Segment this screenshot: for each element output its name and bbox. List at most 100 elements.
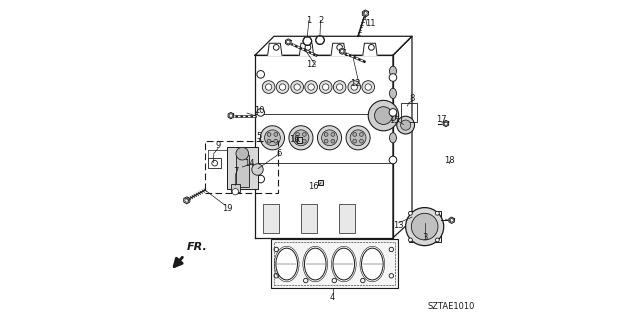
Text: 12: 12 xyxy=(306,60,316,69)
Bar xyxy=(236,155,248,187)
Circle shape xyxy=(266,84,272,90)
Circle shape xyxy=(406,208,444,246)
Circle shape xyxy=(294,84,300,90)
Bar xyxy=(301,204,317,233)
Text: 15: 15 xyxy=(389,116,400,125)
Circle shape xyxy=(365,84,371,90)
Ellipse shape xyxy=(305,248,326,280)
Circle shape xyxy=(276,81,289,93)
Circle shape xyxy=(389,108,397,116)
Circle shape xyxy=(293,130,309,146)
Ellipse shape xyxy=(362,248,383,280)
Polygon shape xyxy=(184,197,190,204)
Text: 16: 16 xyxy=(308,182,319,191)
Circle shape xyxy=(264,130,280,146)
Polygon shape xyxy=(443,120,449,127)
Text: SZTAE1010: SZTAE1010 xyxy=(428,302,475,311)
Circle shape xyxy=(435,238,439,242)
Bar xyxy=(263,204,279,233)
Text: 5: 5 xyxy=(257,132,262,141)
Bar xyxy=(205,141,278,193)
Text: 7: 7 xyxy=(233,167,239,176)
Circle shape xyxy=(319,81,332,93)
Circle shape xyxy=(252,164,263,175)
Bar xyxy=(339,204,355,233)
Circle shape xyxy=(257,175,264,183)
Circle shape xyxy=(331,139,335,143)
Text: 4: 4 xyxy=(330,292,335,301)
Circle shape xyxy=(305,81,317,93)
Circle shape xyxy=(401,120,411,130)
Circle shape xyxy=(262,81,275,93)
Circle shape xyxy=(397,116,415,134)
Circle shape xyxy=(257,70,264,78)
Circle shape xyxy=(324,132,328,136)
Circle shape xyxy=(296,132,300,136)
Circle shape xyxy=(323,84,329,90)
Text: 8: 8 xyxy=(410,94,415,103)
Circle shape xyxy=(412,213,438,240)
Text: 9: 9 xyxy=(215,141,220,150)
Text: FR.: FR. xyxy=(187,242,207,252)
Circle shape xyxy=(350,130,366,146)
Circle shape xyxy=(274,139,278,143)
Circle shape xyxy=(348,81,360,93)
Ellipse shape xyxy=(390,110,396,121)
Polygon shape xyxy=(228,112,234,119)
Circle shape xyxy=(260,126,284,150)
Circle shape xyxy=(291,81,303,93)
Ellipse shape xyxy=(276,248,298,280)
Circle shape xyxy=(353,139,356,143)
Circle shape xyxy=(408,212,412,215)
Polygon shape xyxy=(339,48,345,54)
Polygon shape xyxy=(300,43,314,55)
Circle shape xyxy=(316,36,324,44)
Circle shape xyxy=(303,36,312,45)
Text: 6: 6 xyxy=(276,149,282,158)
Circle shape xyxy=(324,139,328,143)
Text: 14: 14 xyxy=(244,159,255,168)
Text: 2: 2 xyxy=(318,16,323,25)
Circle shape xyxy=(232,188,239,195)
Ellipse shape xyxy=(333,248,355,280)
Text: 18: 18 xyxy=(444,156,455,164)
Bar xyxy=(401,103,417,122)
Circle shape xyxy=(331,132,335,136)
Circle shape xyxy=(257,108,264,116)
Circle shape xyxy=(308,84,314,90)
Ellipse shape xyxy=(390,133,396,143)
Circle shape xyxy=(362,81,374,93)
Circle shape xyxy=(389,156,397,164)
Circle shape xyxy=(303,139,306,143)
Text: 13: 13 xyxy=(394,220,404,229)
Circle shape xyxy=(289,126,313,150)
Circle shape xyxy=(236,147,248,160)
Circle shape xyxy=(360,132,364,136)
Ellipse shape xyxy=(390,66,396,76)
Polygon shape xyxy=(449,217,454,223)
Bar xyxy=(274,243,394,285)
Circle shape xyxy=(273,44,279,50)
Circle shape xyxy=(321,130,337,146)
Bar xyxy=(227,147,257,188)
Circle shape xyxy=(337,44,342,50)
Circle shape xyxy=(274,132,278,136)
Circle shape xyxy=(305,44,311,50)
Circle shape xyxy=(389,74,397,81)
Circle shape xyxy=(369,44,374,50)
Polygon shape xyxy=(363,43,377,55)
Circle shape xyxy=(267,139,271,143)
Circle shape xyxy=(374,107,392,124)
Circle shape xyxy=(368,100,399,131)
Circle shape xyxy=(360,139,364,143)
Circle shape xyxy=(346,126,370,150)
Polygon shape xyxy=(331,43,346,55)
Circle shape xyxy=(351,84,357,90)
Polygon shape xyxy=(362,10,369,17)
Circle shape xyxy=(408,238,412,242)
Ellipse shape xyxy=(390,88,396,99)
Circle shape xyxy=(317,126,342,150)
Circle shape xyxy=(296,139,300,143)
Bar xyxy=(297,138,302,142)
Circle shape xyxy=(353,132,356,136)
